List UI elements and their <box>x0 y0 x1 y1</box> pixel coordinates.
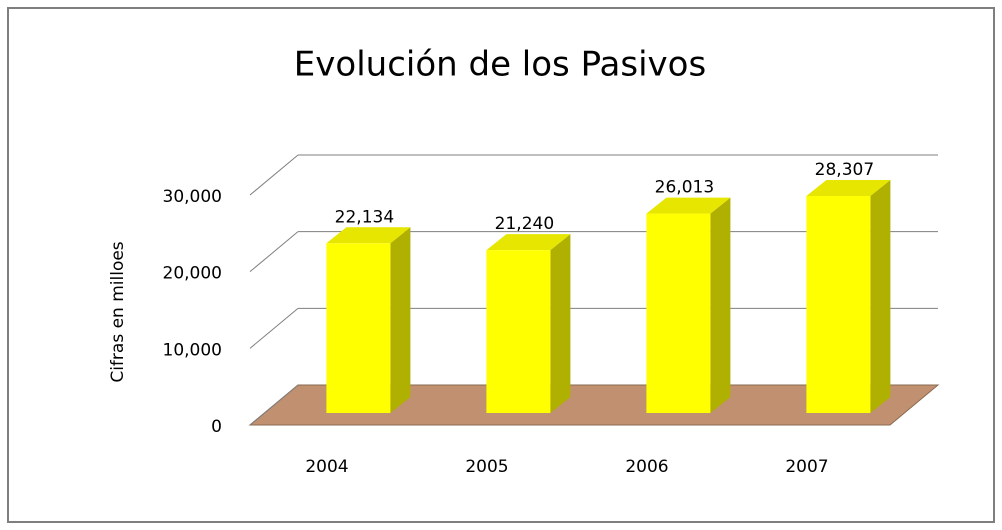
data-label: 21,240 <box>495 214 554 234</box>
bar-side <box>390 227 411 413</box>
y-tick-label: 20,000 <box>163 264 222 284</box>
x-tick-label: 2006 <box>625 457 668 477</box>
y-tick-label: 10,000 <box>163 340 222 360</box>
grid-line <box>249 384 299 426</box>
bar-top <box>326 227 411 244</box>
grid-line <box>249 154 299 196</box>
bar-top <box>486 234 571 251</box>
bar-side <box>550 234 571 413</box>
x-tick-label: 2007 <box>785 457 828 477</box>
bar-top <box>806 179 891 196</box>
grid-line <box>249 307 299 349</box>
x-tick-label: 2004 <box>305 457 348 477</box>
data-label: 28,307 <box>815 160 874 180</box>
x-tick-label: 2005 <box>465 457 508 477</box>
bar <box>326 243 391 413</box>
bar-top <box>646 197 731 214</box>
bar-side <box>870 179 891 413</box>
grid-line <box>249 231 299 273</box>
chart-title: Evolución de los Pasivos <box>294 45 706 85</box>
y-tick-label: 30,000 <box>163 187 222 207</box>
y-axis-label: Cifras en milloes <box>108 241 128 382</box>
y-tick-label: 0 <box>211 417 222 437</box>
data-label: 26,013 <box>655 178 714 198</box>
bar <box>806 195 871 413</box>
bar <box>646 213 711 413</box>
bar-side <box>710 197 731 413</box>
bar <box>486 250 551 413</box>
data-label: 22,134 <box>335 207 394 227</box>
